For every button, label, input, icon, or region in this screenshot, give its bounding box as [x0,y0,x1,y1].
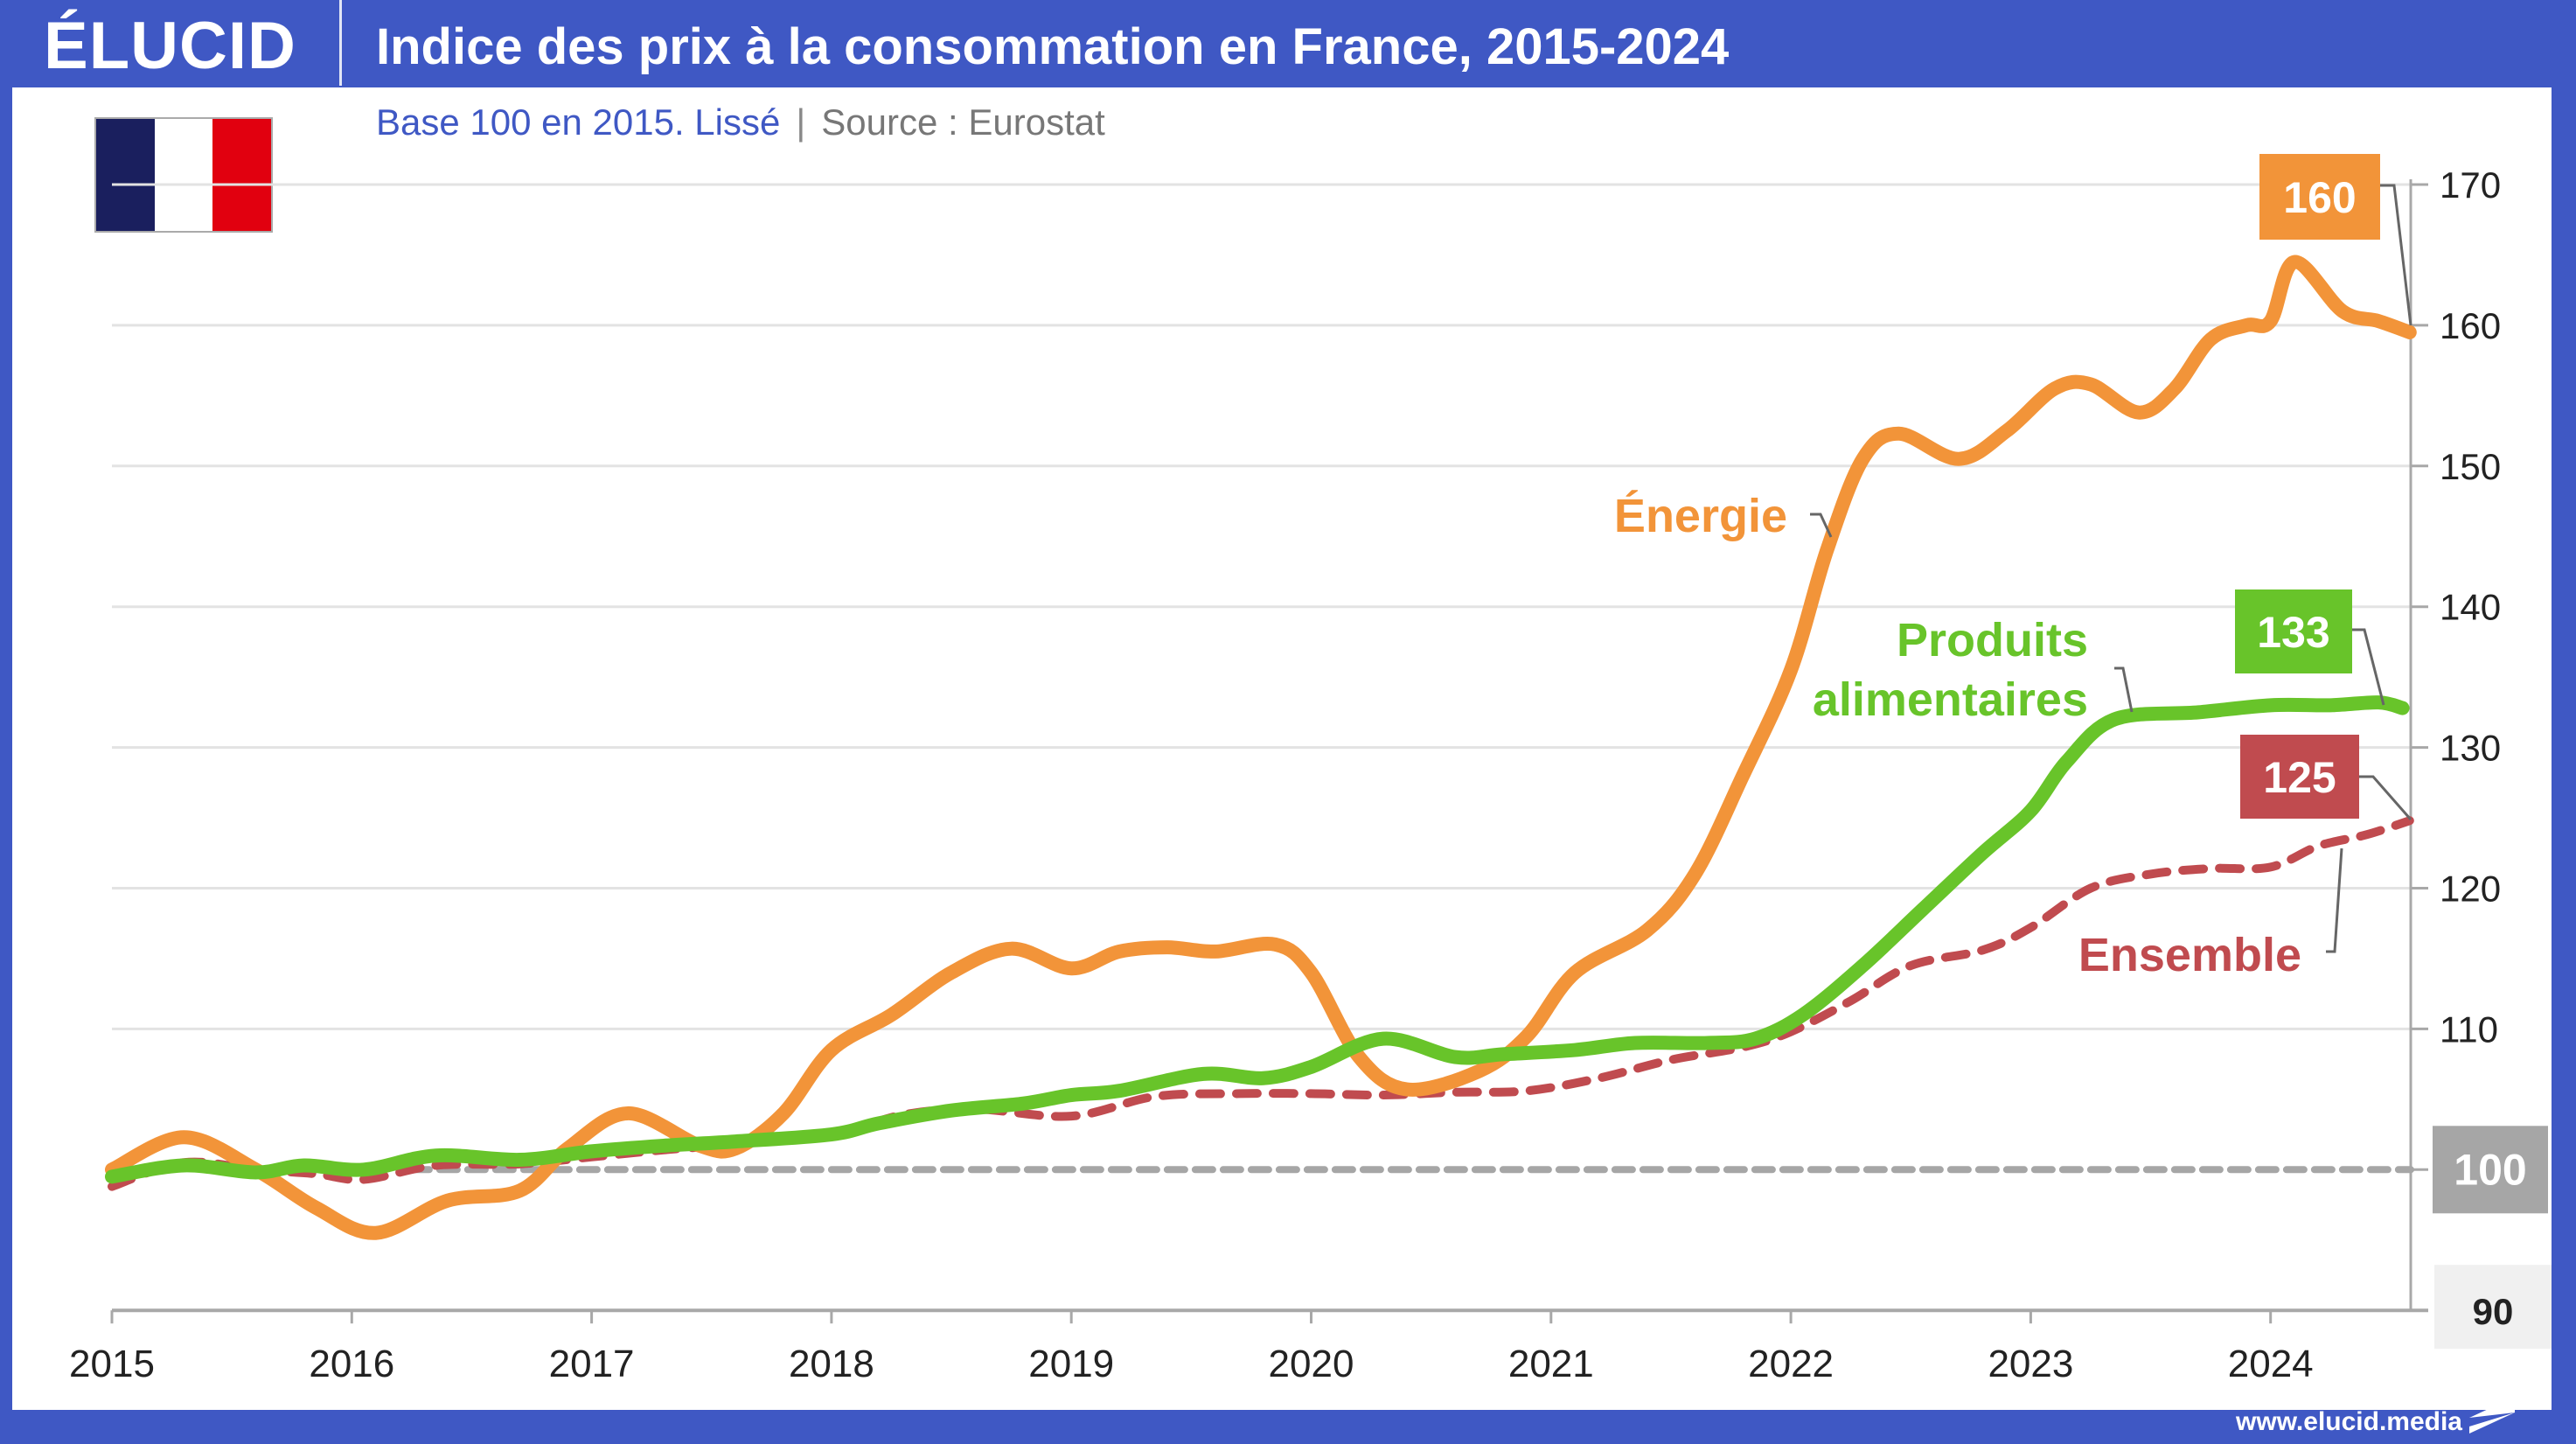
x-axis-labels: 2015 2016 2017 2018 2019 2020 2021 2022 2023 2024 [69,1343,2314,1385]
leader-line-energie [1810,513,1833,538]
chart-title: Indice des prix à la consommation en Fra… [376,18,1730,75]
y-tick-label-130: 130 [2440,728,2501,769]
end-badge-label-alimentaires: 133 [2257,608,2329,657]
annotation-alimentaires-line2: alimentaires [1813,673,2088,726]
end-badge-leader-alimentaires [2352,628,2385,706]
elucid-logo[interactable]: ÉLUCID [44,9,296,83]
chart-subtitle: Base 100 en 2015. Lissé | Source : Eurosta… [376,96,1105,149]
axes [110,179,2428,1324]
annotation-energie: Énergie [1614,490,1787,542]
y-tick-label-160: 160 [2440,305,2501,346]
end-badge-label-energie: 160 [2283,173,2356,222]
end-badge-leader-energie [2380,184,2412,326]
footer-url-link[interactable]: www.elucid.media [2236,1407,2462,1436]
y-tick-90-bg [2434,1265,2552,1350]
end-badge-leader-ensemble [2359,775,2412,820]
x-tick-label-2020: 2020 [1269,1343,1354,1385]
series-line-alimentaires [105,695,2410,1184]
x-tick-label-2023: 2023 [1988,1343,2073,1385]
y-tick-label-150: 150 [2440,446,2501,487]
y-tick-label-120: 120 [2440,868,2501,910]
grid-lines [112,183,2411,1030]
subtitle-source: Source : Eurostat [821,101,1105,143]
series-line-ensemble [108,816,2414,1191]
end-badge-label-ensemble: 125 [2263,753,2336,802]
x-tick-label-2022: 2022 [1748,1343,1834,1385]
annotation-alimentaires-line1: Produits [1897,614,2088,666]
y-axis-labels: 170 160 150 140 130 120 110 100 90 [2433,164,2552,1350]
baseline-badge [2433,1126,2548,1214]
series-lines [105,255,2417,1240]
y-tick-label-110: 110 [2440,1008,2498,1050]
x-tick-label-2021: 2021 [1508,1343,1594,1385]
x-tick-label-2015: 2015 [69,1343,155,1385]
subtitle-separator: | [796,101,806,143]
y-tick-label-100: 100 [2454,1145,2526,1194]
end-badge-energie [2259,154,2380,240]
leader-line-alimentaires [2114,666,2134,713]
flag-stripe-red [212,119,272,231]
series-line-energie [105,255,2417,1240]
end-value-badges: 160 133 125 [2235,154,2412,820]
flag-stripe-white [154,119,213,231]
y-tick-label-90: 90 [2473,1291,2514,1332]
subtitle-base: Base 100 en 2015. Lissé [376,101,781,143]
x-tick-label-2016: 2016 [309,1343,394,1385]
y-tick-label-170: 170 [2440,164,2501,206]
end-badge-ensemble [2240,735,2359,819]
end-badge-alimentaires [2235,589,2352,673]
flag-stripe-blue [96,119,155,231]
header-bar: ÉLUCID Indice des prix à la consommation… [0,0,2576,86]
series-annotations: Énergie Produits alimentaires Ensemble [1614,490,2343,981]
x-tick-label-2018: 2018 [789,1343,874,1385]
x-tick-label-2017: 2017 [549,1343,635,1385]
header-divider [339,0,342,86]
leader-line-ensemble [2326,848,2343,953]
x-tick-label-2024: 2024 [2228,1343,2314,1385]
annotation-ensemble: Ensemble [2078,929,2301,981]
y-tick-label-140: 140 [2440,587,2501,628]
x-tick-label-2019: 2019 [1028,1343,1114,1385]
elucid-mark-icon [2469,1397,2515,1434]
france-flag-icon [94,117,273,233]
